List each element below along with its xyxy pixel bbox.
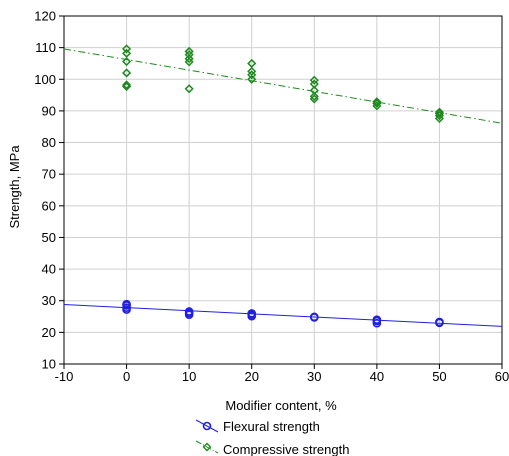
x-tick-label: 60 [495,369,509,384]
legend-marker-compressive [202,442,212,452]
legend: Flexural strength Compressive strength [195,419,349,456]
y-tick-label: 40 [42,262,56,277]
trendline-compressive [63,48,503,124]
point-compressive [184,84,194,94]
point-compressive [372,97,382,107]
legend-item-compressive: Compressive strength [195,440,349,456]
tick-layer: -10 0 10 20 30 40 50 60 10 20 30 40 50 60 70 80 90 100 110… [34,9,509,385]
point-compressive [184,54,194,64]
x-tick-label: 10 [182,369,196,384]
point-flexural [309,312,319,322]
point-compressive [434,107,444,117]
point-compressive [434,108,444,119]
point-compressive [184,46,194,56]
point-flexural [372,315,382,325]
y-tick-label: 10 [42,357,56,372]
legend-line-compressive [195,440,219,454]
x-axis-title: Modifier content, % [225,398,337,413]
y-axis-title: Strength, MPa [7,145,22,229]
y-tick-label: 20 [42,325,56,340]
point-compressive [309,85,319,95]
point-compressive [122,48,132,58]
x-tick-label: 50 [432,369,446,384]
point-flexural [122,299,131,309]
point-flexural [247,309,257,318]
y-tick-label: 90 [42,103,56,118]
legend-line-flexural [195,419,219,433]
point-layer [122,44,444,328]
point-compressive [309,91,319,101]
point-flexural [435,317,444,327]
legend-label-compressive: Compressive strength [223,442,349,456]
x-tick-label: 0 [123,369,130,384]
legend-marker-flexural [202,421,212,431]
y-tick-label: 110 [35,40,56,55]
point-compressive [247,70,257,80]
point-compressive [122,56,132,67]
y-tick-label: 30 [42,293,56,308]
point-compressive [247,66,257,76]
point-compressive [122,44,132,54]
grid-layer [63,15,503,365]
legend-item-flexural: Flexural strength [195,419,320,434]
y-tick-label: 70 [42,167,56,182]
y-tick-label: 120 [34,9,56,24]
legend-label-flexural: Flexural strength [223,419,320,434]
x-tick-label: -10 [55,369,74,384]
x-tick-label: 20 [244,369,258,384]
x-tick-label: 30 [307,369,321,384]
point-compressive [309,79,319,89]
x-tick-label: 40 [370,369,384,384]
y-tick-label: 60 [42,198,56,213]
trendline-flexural [63,304,503,327]
plot-frame [63,15,503,365]
y-tick-label: 100 [34,72,56,87]
y-tick-label: 50 [42,230,56,245]
point-compressive [247,58,257,69]
point-compressive [309,75,319,85]
point-flexural [184,307,194,316]
point-compressive [122,68,132,78]
y-tick-label: 80 [42,135,56,150]
trend-layer [63,48,503,327]
point-compressive [122,80,132,90]
point-compressive [247,74,257,84]
